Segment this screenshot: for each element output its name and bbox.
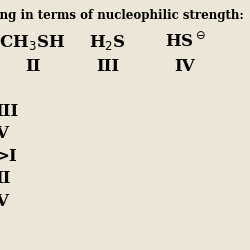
Text: IV: IV: [175, 58, 195, 75]
Text: V: V: [0, 193, 8, 210]
Text: II: II: [0, 170, 10, 187]
Text: HS$^\ominus$: HS$^\ominus$: [164, 33, 205, 52]
Text: III: III: [0, 103, 18, 120]
Text: ing in terms of nucleophilic strength:: ing in terms of nucleophilic strength:: [0, 9, 244, 22]
Text: CH$_3$SH: CH$_3$SH: [0, 33, 66, 52]
Text: H$_2$S: H$_2$S: [89, 33, 126, 52]
Text: >I: >I: [0, 148, 17, 165]
Text: II: II: [25, 58, 40, 75]
Text: V: V: [0, 125, 8, 142]
Text: III: III: [96, 58, 119, 75]
